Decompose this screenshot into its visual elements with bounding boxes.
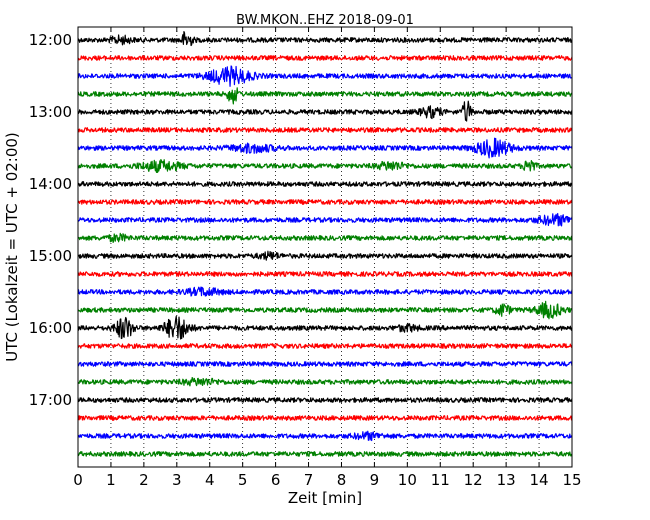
x-tick-label: 5 (238, 471, 248, 489)
x-tick-label: 11 (431, 471, 450, 489)
trace-line (77, 430, 573, 442)
x-tick-label: 7 (304, 471, 314, 489)
y-tick-label: 15:00 (29, 247, 72, 265)
trace-line (77, 315, 573, 340)
y-tick-label: 17:00 (29, 391, 72, 409)
trace-line (77, 137, 573, 159)
y-tick-label: 13:00 (29, 103, 72, 121)
y-tick-label: 12:00 (29, 31, 72, 49)
x-axis-label: Zeit [min] (288, 489, 362, 507)
y-tick-label: 14:00 (29, 175, 72, 193)
y-tick-label: 16:00 (29, 319, 72, 337)
x-tick-label: 2 (139, 471, 149, 489)
trace-line (77, 250, 573, 261)
x-tick-label: 15 (562, 471, 581, 489)
x-tick-label: 12 (464, 471, 483, 489)
trace-line (77, 87, 573, 105)
x-tick-label: 14 (530, 471, 549, 489)
x-tick-label: 6 (271, 471, 281, 489)
trace-line (77, 377, 573, 387)
x-tick-label: 0 (73, 471, 83, 489)
x-tick-label: 1 (106, 471, 116, 489)
trace-line (77, 286, 573, 297)
y-axis-label: UTC (Lokalzeit = UTC + 02:00) (3, 132, 21, 362)
trace-line (77, 232, 573, 244)
x-tick-label: 4 (205, 471, 215, 489)
y-axis-ticks: 12:00 13:00 14:00 15:00 16:00 17:00 (29, 31, 572, 409)
trace-line (77, 55, 573, 61)
trace-line (77, 199, 573, 205)
trace-line (77, 361, 573, 367)
trace-line (77, 158, 573, 174)
trace-line (77, 65, 573, 87)
trace-line (77, 343, 573, 349)
trace-line (77, 397, 573, 403)
trace-line (77, 127, 573, 133)
trace-line (77, 415, 573, 421)
trace-line (77, 300, 573, 320)
x-tick-label: 13 (497, 471, 516, 489)
grid-lines (110, 27, 540, 467)
plot-frame (77, 26, 573, 468)
trace-line (77, 451, 573, 457)
chart-title: BW.MKON..EHZ 2018-09-01 (236, 13, 414, 28)
x-tick-label: 10 (398, 471, 417, 489)
trace-line (77, 31, 573, 47)
x-axis-ticks: 0 1 2 3 4 5 6 7 8 9 10 11 12 13 14 15 (73, 27, 582, 489)
trace-line (77, 100, 573, 122)
x-tick-label: 8 (337, 471, 347, 489)
trace-group (77, 31, 573, 457)
trace-line (77, 181, 573, 187)
trace-line (77, 212, 573, 227)
trace-line (77, 271, 573, 277)
x-tick-label: 3 (172, 471, 182, 489)
x-tick-label: 9 (370, 471, 380, 489)
